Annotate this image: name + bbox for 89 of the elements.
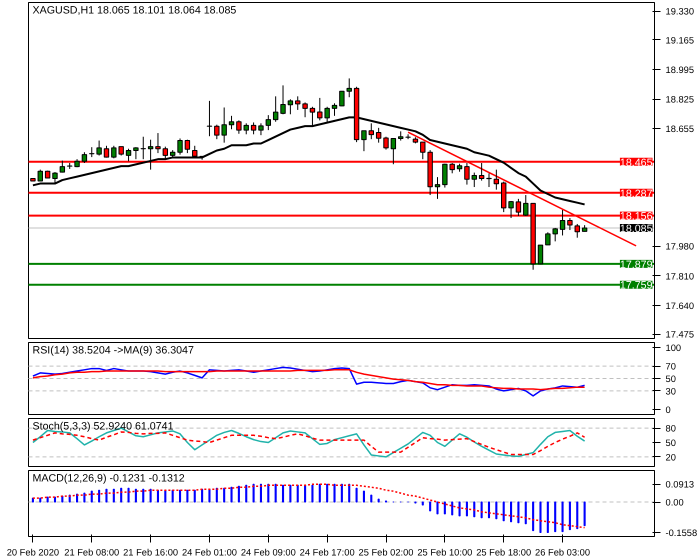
candlestick [472, 172, 477, 188]
y-tick-label: 20 [666, 452, 676, 462]
candlestick [38, 169, 43, 182]
candlestick [133, 146, 139, 160]
candlestick [302, 102, 308, 118]
candlestick [295, 96, 300, 110]
candlestick [96, 140, 102, 156]
ref-line-label: 18.465 [620, 156, 653, 169]
ref-line-label: 17.759 [620, 280, 653, 292]
candlestick [192, 145, 198, 158]
candlestick [434, 176, 440, 200]
y-tick-label: 17.810 [666, 271, 694, 282]
candlestick [118, 146, 124, 156]
y-tick-label: 0 [666, 405, 671, 416]
candlestick [140, 136, 146, 160]
x-tick-label: 24 Feb 09:00 [240, 548, 296, 558]
y-tick-label: 100 [666, 342, 682, 353]
chart-title: XAGUSD,H1 18.065 18.101 18.064 18.085 [32, 4, 236, 16]
candlestick [383, 136, 389, 150]
chart-title: Stoch(5,3,3) 52.9240 61.0741 [32, 420, 174, 432]
x-tick-label: 25 Feb 18:00 [476, 548, 532, 558]
line-series [32, 484, 586, 528]
y-tick-label: 19.330 [666, 6, 694, 17]
y-tick-label: 17.640 [666, 300, 694, 311]
candlestick [545, 232, 551, 246]
candlestick [494, 169, 500, 190]
candlestick [442, 163, 448, 188]
x-tick-label: 21 Feb 08:00 [64, 548, 120, 558]
y-tick-label: 0.00 [666, 498, 684, 508]
chart-title: MACD(12,26,9) -0.1231 -0.1312 [32, 472, 185, 484]
x-tick-label: 21 Feb 16:00 [123, 548, 178, 558]
candlestick [148, 139, 154, 170]
y-tick-label: 0.0913 [666, 480, 694, 490]
candlestick [272, 96, 278, 122]
y-tick-label: 18.825 [666, 94, 694, 105]
y-tick-label: 50 [666, 438, 676, 448]
candlestick [376, 127, 382, 144]
candlestick [177, 138, 183, 156]
candlestick [244, 122, 249, 135]
y-tick-label: 17.475 [666, 330, 694, 340]
ref-line-label: 18.085 [620, 222, 653, 235]
candlestick [162, 146, 168, 160]
candlestick [206, 100, 212, 137]
candlestick [60, 160, 66, 174]
candlestick [89, 146, 94, 158]
candlestick [346, 78, 352, 98]
candlestick [221, 106, 227, 144]
x-tick-label: 24 Feb 01:00 [182, 548, 237, 558]
ref-line-label: 17.879 [620, 258, 653, 271]
x-tick-label: 20 Feb 2020 [6, 548, 60, 558]
candlestick [126, 148, 132, 162]
y-tick-label: 70 [666, 362, 676, 372]
candlestick [280, 84, 286, 115]
x-tick-label: 24 Feb 17:00 [300, 548, 355, 558]
y-tick-label: 18.655 [666, 124, 694, 134]
y-tick-label: 19.165 [666, 35, 694, 46]
candlestick [523, 194, 528, 216]
y-tick-label: 50 [666, 374, 676, 384]
candlestick [390, 138, 396, 165]
candlestick [317, 97, 323, 121]
x-tick-label: 25 Feb 10:00 [417, 548, 472, 558]
candlestick [214, 124, 220, 140]
candlestick [339, 90, 345, 107]
candlestick [552, 227, 558, 242]
candlestick [111, 145, 117, 159]
y-tick-label: 80 [666, 424, 676, 434]
y-tick-label: 18.995 [666, 65, 694, 76]
candlestick [155, 132, 161, 154]
y-tick-label: 17.980 [666, 242, 694, 252]
y-tick-label: -0.1558 [666, 528, 698, 538]
candlestick [184, 139, 190, 154]
candlestick [398, 130, 404, 142]
line-series [32, 366, 586, 397]
candlestick [368, 122, 374, 140]
candlestick [288, 98, 294, 115]
candlestick [332, 102, 338, 116]
x-tick-label: 26 Feb 03:00 [535, 548, 590, 558]
candlestick [574, 223, 580, 238]
ref-line-label: 18.287 [620, 188, 653, 200]
y-tick-label: 30 [666, 386, 676, 396]
candlestick [82, 152, 88, 164]
candlestick [236, 120, 242, 134]
chart-title: RSI(14) 38.5204 ->MA(9) 36.3047 [32, 344, 194, 356]
ref-line-label: 18.156 [620, 210, 653, 223]
candlestick [52, 172, 58, 184]
x-tick-label: 25 Feb 02:00 [358, 548, 414, 558]
line-series [32, 369, 586, 390]
candlestick [420, 142, 426, 160]
candlestick [266, 114, 272, 131]
